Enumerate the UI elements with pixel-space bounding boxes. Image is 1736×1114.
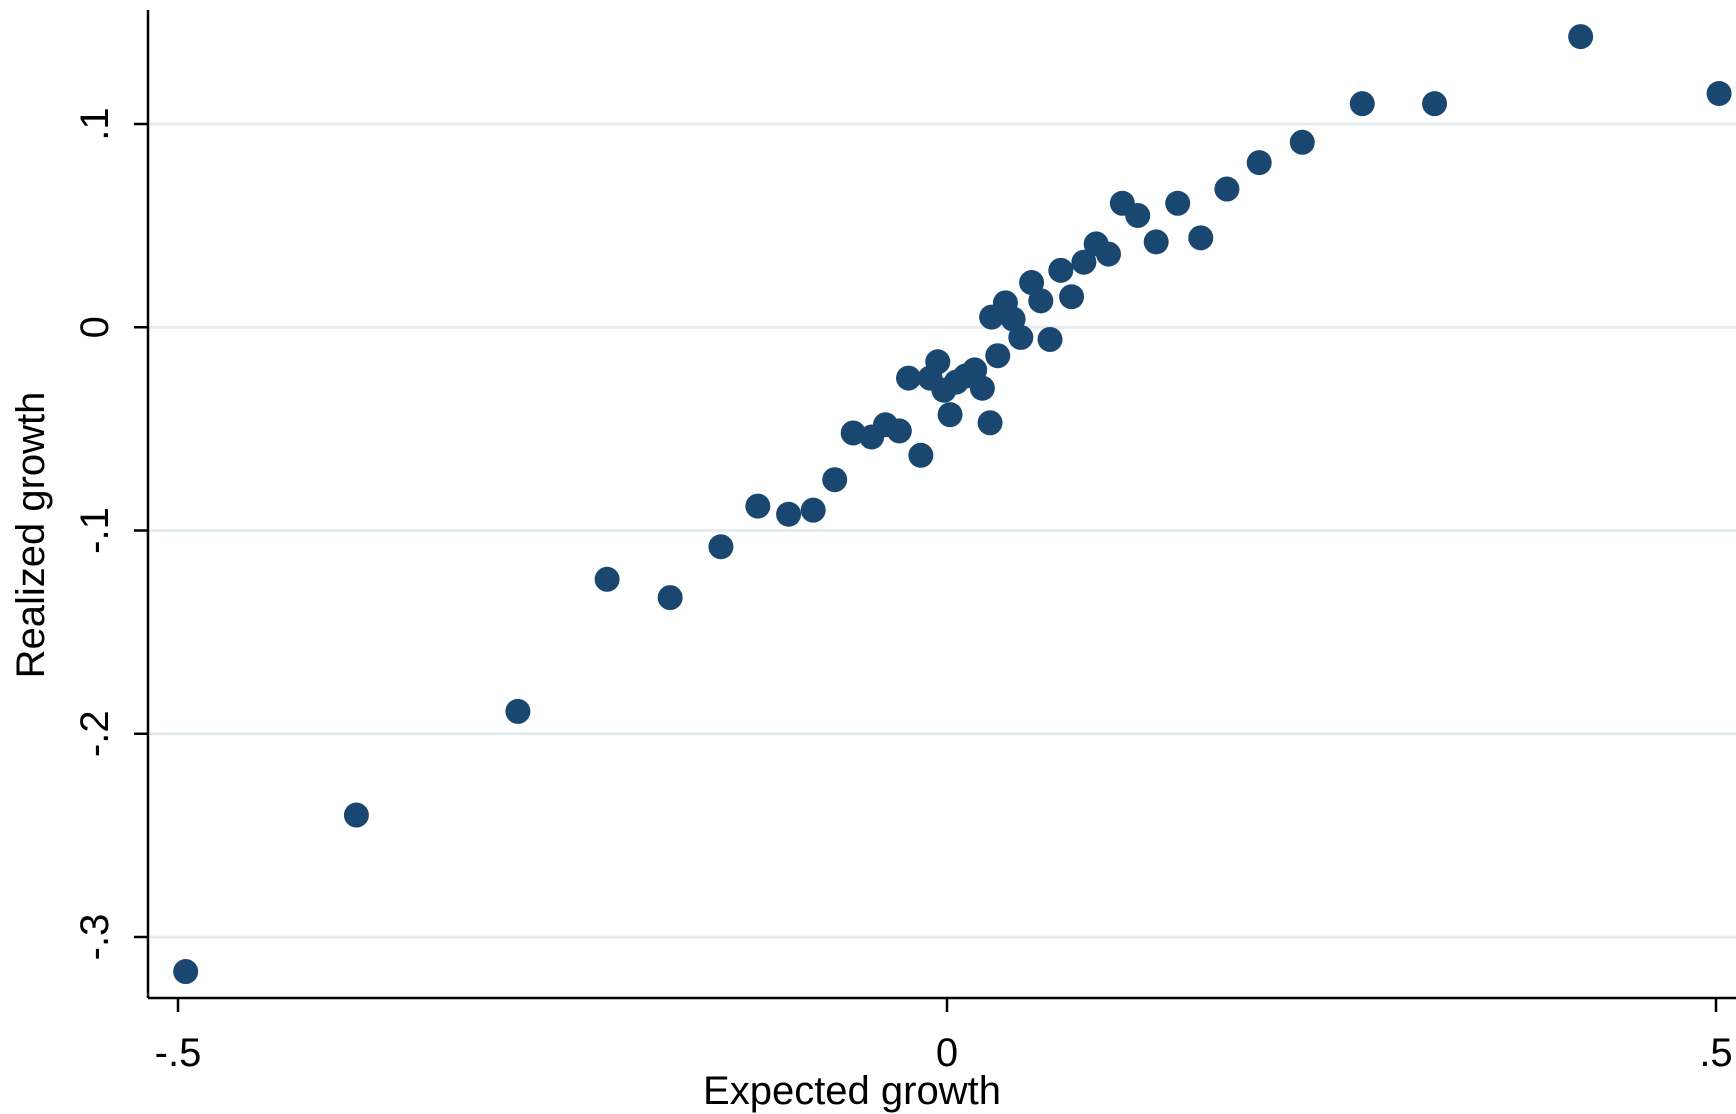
- y-tick-label: .1: [73, 107, 117, 140]
- data-point: [173, 959, 199, 985]
- data-point: [745, 493, 771, 519]
- data-point: [1214, 176, 1240, 202]
- data-point: [1008, 324, 1034, 350]
- data-point: [985, 343, 1011, 369]
- data-point: [1246, 150, 1272, 176]
- data-point: [969, 375, 995, 401]
- data-point: [343, 802, 369, 828]
- data-point: [1289, 129, 1315, 155]
- data-points: [173, 24, 1732, 985]
- x-tick-label: .5: [1699, 1031, 1732, 1075]
- data-point: [708, 534, 734, 560]
- data-point: [1071, 249, 1097, 275]
- axes: [146, 10, 1736, 1000]
- data-point: [505, 698, 531, 724]
- data-point: [1165, 190, 1191, 216]
- y-tick-label: -.2: [73, 710, 117, 757]
- data-point: [1143, 229, 1169, 255]
- x-axis-ticks: -.5 0 .5: [155, 998, 1733, 1075]
- data-point: [886, 418, 912, 444]
- y-tick-label: -.1: [73, 507, 117, 554]
- data-point: [1059, 284, 1085, 310]
- data-point: [908, 442, 934, 468]
- y-axis-ticks: -.3 -.2 -.1 0 .1: [73, 107, 148, 960]
- data-point: [1568, 24, 1594, 50]
- data-point: [1422, 91, 1448, 117]
- data-point: [657, 585, 683, 611]
- x-axis-title: Expected growth: [703, 1069, 1001, 1113]
- data-point: [1048, 257, 1074, 283]
- data-point: [1037, 326, 1063, 352]
- data-point: [1095, 241, 1121, 267]
- data-point: [594, 566, 620, 592]
- data-point: [977, 410, 1003, 436]
- y-tick-label: -.3: [73, 914, 117, 961]
- data-point: [800, 497, 826, 523]
- x-tick-label: 0: [936, 1031, 958, 1075]
- y-tick-label: 0: [73, 316, 117, 338]
- data-point: [925, 349, 951, 375]
- x-tick-label: -.5: [155, 1031, 202, 1075]
- data-point: [1706, 81, 1732, 107]
- data-point: [1349, 91, 1375, 117]
- gridlines: [148, 122, 1736, 939]
- data-point: [896, 365, 922, 391]
- data-point: [776, 501, 802, 527]
- data-point: [937, 402, 963, 428]
- data-point: [1188, 225, 1214, 251]
- data-point: [1028, 288, 1054, 314]
- data-point: [1125, 202, 1151, 228]
- data-point: [822, 467, 848, 493]
- y-axis-title: Realized growth: [9, 392, 53, 679]
